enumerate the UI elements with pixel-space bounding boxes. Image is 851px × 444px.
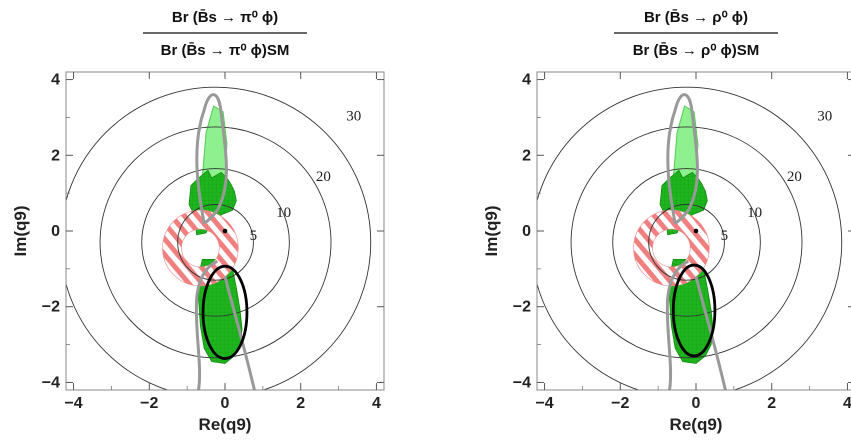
contour-label-5: 5 [250,228,258,244]
chart-panel-2: 5 10 20 30 −4−4 −2 −2 0 0 2 2 4 4 Re(q9) Im(q9) Br (B̄s… [482,8,851,434]
hatched-annulus [633,209,710,287]
x-tick-label: 2 [296,395,305,412]
contour-label-30: 30 [817,109,832,125]
y-tick-label: −2 [513,299,531,316]
sm-point [222,228,228,234]
contour-line-20 [99,126,332,359]
y-tick-label: 2 [522,147,531,164]
y-tick-label: 0 [522,223,531,240]
y-tick-label: −2 [42,299,60,316]
x-tick-label: 2 [767,395,776,412]
contour-label-10: 10 [276,205,291,221]
black-contour [671,263,717,358]
x-tick-label: −2 [140,395,158,412]
y-tick-label: −4 [42,374,60,391]
x-tick-label: −2 [611,395,629,412]
y-tick-label: 2 [51,147,60,164]
chart-title-numerator: Br (B̄s → ρ⁰ ϕ) [644,8,748,26]
y-axis-label: Im(q9) [11,206,30,257]
chart-title-denominator: Br (B̄s → π⁰ ϕ)SM [161,41,290,59]
plot-area [537,86,843,390]
chart-title-numerator: Br (B̄s → π⁰ ϕ) [172,8,278,26]
contour-line-10 [612,168,761,317]
gray-contour [665,93,727,390]
x-tick-label: −4 [535,395,553,412]
y-tick-label: 4 [51,72,60,89]
x-tick-label: 4 [843,395,851,412]
contour-label-20: 20 [787,169,802,185]
hatched-annulus [162,209,239,287]
chart-title-denominator: Br (B̄s → ρ⁰ ϕ)SM [633,41,760,59]
chart-panel-1: 5 10 20 30 −4−4 −2 −2 0 0 2 2 4 4 Re(q9) Im(q9) Br (B̄s… [11,8,385,434]
x-tick-label: 4 [372,395,381,412]
y-tick-label: 0 [51,223,60,240]
y-tick-label: −4 [513,374,531,391]
y-axis-label: Im(q9) [482,206,501,257]
contour-label-10: 10 [747,205,762,221]
contour-line-10 [141,168,290,317]
plot-area [66,86,372,390]
contour-label-20: 20 [316,169,331,185]
contour-line-30 [66,86,372,390]
contour-line-20 [570,126,803,359]
gray-contour [194,93,256,390]
contour-line-5 [177,204,254,281]
x-tick-label: −4 [64,395,82,412]
contour-label-30: 30 [346,109,361,125]
contour-label-5: 5 [721,228,729,244]
x-tick-label: 0 [221,395,230,412]
y-tick-label: 4 [522,72,531,89]
contour-line-30 [537,86,843,390]
x-tick-label: 0 [692,395,701,412]
contour-line-5 [648,204,725,281]
sm-point [693,228,699,234]
x-axis-label: Re(q9) [670,415,723,434]
black-contour [201,264,249,360]
x-axis-label: Re(q9) [199,415,252,434]
